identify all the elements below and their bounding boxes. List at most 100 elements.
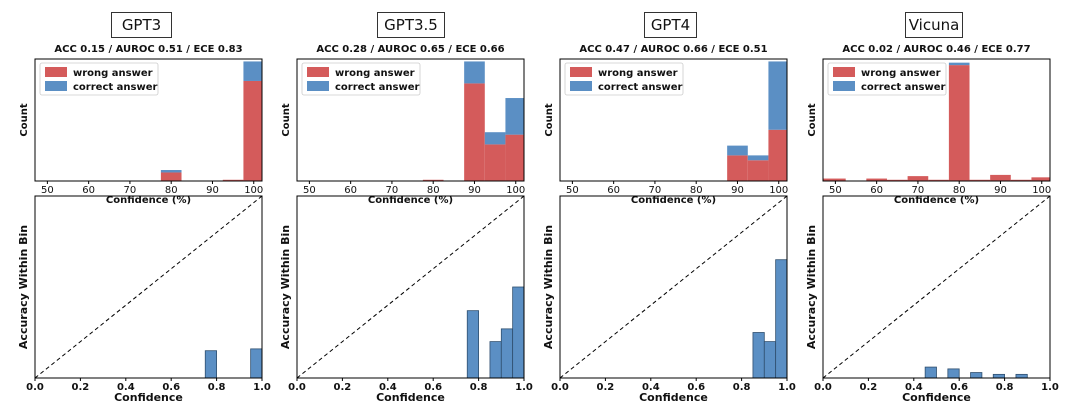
panel-2-legend-label-wrong: wrong answer: [335, 68, 415, 79]
panel-3-rel-bar-2: [775, 259, 788, 379]
panel-1-hist-xtick-label-80: 80: [165, 185, 178, 196]
panel-1-rel-bar-1: [250, 348, 263, 379]
panel-2-hist-ylabel: Count: [281, 103, 292, 136]
panel-3-hist-xtick-label-100: 100: [769, 185, 788, 196]
panel-3-hist-correct-bar-0: [727, 145, 748, 156]
panel-1-rel-xtick-label-2: 0.4: [117, 382, 135, 393]
panel-2-rel-xlabel: Confidence: [376, 391, 445, 404]
panel-1-hist-correct-bar-2: [243, 61, 262, 81]
panel-1-rel-xtick-label-5: 1.0: [253, 382, 271, 393]
panel-2-hist-xtick-label-90: 90: [468, 185, 481, 196]
panel-3-rel-bar-0: [752, 332, 765, 379]
panel-2-rel-xtick-label-5: 1.0: [515, 382, 533, 393]
panel-3-rel-xlabel: Confidence: [639, 391, 708, 404]
panel-1-legend-label-wrong: wrong answer: [73, 68, 153, 79]
panel-2-hist-xtick-label-100: 100: [506, 185, 525, 196]
model-title-gpt3-5: GPT3.5: [377, 12, 445, 38]
panel-3-rel-xtick-label-3: 0.6: [687, 382, 705, 393]
panel-3-hist-xtick-label-80: 80: [690, 185, 703, 196]
panel-2-legend-label-correct: correct answer: [335, 82, 419, 93]
panel-2-legend-swatch-wrong: [307, 67, 329, 77]
panel-2-hist-xtick-label-70: 70: [386, 185, 399, 196]
panel-2-hist-correct-bar-2: [484, 132, 506, 145]
panel-3-hist-wrong-bar-1: [747, 160, 769, 181]
panel-2-hist-xtick-label-60: 60: [344, 185, 357, 196]
panel-4-hist-xtick-label-100: 100: [1032, 185, 1051, 196]
panel-2-hist-correct-bar-1: [464, 61, 485, 84]
panel-4-rel-ylabel: Accuracy Within Bin: [805, 225, 818, 349]
panel-4-hist-xtick-label-60: 60: [870, 185, 883, 196]
panel-4-hist-wrong-bar-5: [948, 65, 970, 181]
panel-2-hist-wrong-bar-3: [505, 134, 524, 181]
panel-1-hist-wrong-bar-2: [243, 80, 262, 181]
panel-1-rel-ylabel: Accuracy Within Bin: [17, 225, 30, 349]
panel-3-rel-frame: [559, 195, 788, 379]
panel-4-hist-xlabel: Confidence (%): [894, 195, 979, 206]
panel-4-legend-box: [827, 62, 947, 96]
panel-2-metrics-title: ACC 0.28 / AUROC 0.65 / ECE 0.66: [316, 44, 504, 55]
panel-3-hist-correct-bar-2: [768, 61, 787, 130]
panel-1-hist-xtick-label-50: 50: [41, 185, 54, 196]
panel-2-rel-bar-1: [489, 341, 502, 379]
panel-4-hist-frame: [822, 58, 1051, 182]
panel-3-hist-frame: [559, 58, 788, 182]
panel-3-hist-ylabel: Count: [544, 103, 555, 136]
panel-1-hist-xtick-label-100: 100: [244, 185, 263, 196]
panel-1-hist-correct-bar-0: [160, 170, 182, 173]
panel-2-rel-frame: [296, 195, 525, 379]
panel-3-legend-box: [564, 62, 684, 96]
panel-2-rel-bar-2: [500, 328, 514, 379]
panel-4-rel-frame: [822, 195, 1051, 379]
panel-2-rel-xtick-label-2: 0.4: [379, 382, 397, 393]
panel-3-rel-xtick-label-1: 0.2: [597, 382, 615, 393]
panel-2-rel-xtick-label-1: 0.2: [334, 382, 352, 393]
panel-4-hist-wrong-bar-6: [969, 179, 991, 181]
panel-2-legend-swatch-correct: [307, 81, 329, 91]
panel-2-rel-xtick-label-4: 0.8: [470, 382, 488, 393]
panel-4-legend-swatch-correct: [833, 81, 855, 91]
panel-2-legend-box: [301, 62, 421, 96]
panel-4-hist-wrong-bar-8: [1010, 179, 1032, 181]
panel-4-hist-xtick-label-70: 70: [912, 185, 925, 196]
panel-1-rel-xlabel: Confidence: [114, 391, 183, 404]
panel-1-rel-xtick-label-0: 0.0: [26, 382, 44, 393]
panel-1-legend-swatch-correct: [45, 81, 67, 91]
panel-4-hist-correct-bar-5: [948, 62, 970, 66]
panel-4-legend-label-correct: correct answer: [861, 82, 945, 93]
panel-3-hist-wrong-bar-2: [768, 129, 787, 181]
panel-4-rel-xtick-label-3: 0.6: [950, 382, 968, 393]
panel-4-rel-xtick-label-1: 0.2: [860, 382, 878, 393]
panel-1-legend-box: [39, 62, 159, 96]
panel-1-rel-frame: [34, 195, 263, 379]
panel-3-legend-label-correct: correct answer: [598, 82, 682, 93]
panel-4-hist-ylabel: Count: [807, 103, 818, 136]
panel-3-hist-xlabel: Confidence (%): [631, 195, 716, 206]
panel-1-rel-xtick-label-3: 0.6: [162, 382, 180, 393]
panel-4-rel-xtick-label-2: 0.4: [905, 382, 923, 393]
panel-2-hist-xtick-label-80: 80: [427, 185, 440, 196]
panel-2-hist-wrong-bar-1: [464, 83, 485, 181]
model-title-vicuna: Vicuna: [905, 12, 963, 38]
panel-1-metrics-title: ACC 0.15 / AUROC 0.51 / ECE 0.83: [54, 44, 242, 55]
panel-3-hist-wrong-bar-0: [727, 155, 748, 181]
panel-4-hist-wrong-bar-4: [928, 179, 949, 181]
panel-4-rel-diagonal: [822, 195, 1051, 379]
panel-1-hist-ylabel: Count: [19, 103, 30, 136]
panel-3-hist-correct-bar-1: [747, 155, 769, 161]
panel-2-rel-bar-0: [466, 310, 480, 379]
panel-4-hist-wrong-bar-0: [823, 178, 846, 181]
panel-4-hist-xtick-label-80: 80: [953, 185, 966, 196]
panel-3-rel-xtick-label-5: 1.0: [778, 382, 796, 393]
panel-4-legend-label-wrong: wrong answer: [861, 68, 941, 79]
panel-3-rel-xtick-label-0: 0.0: [551, 382, 569, 393]
panel-3-rel-xtick-label-4: 0.8: [733, 382, 751, 393]
panel-3-hist-xtick-label-50: 50: [566, 185, 579, 196]
panel-4-hist-wrong-bar-7: [990, 174, 1011, 181]
panel-4-rel-xtick-label-0: 0.0: [814, 382, 832, 393]
panel-3-rel-xtick-label-2: 0.4: [642, 382, 660, 393]
panel-4-hist-wrong-bar-2: [886, 179, 908, 181]
panel-1-rel-xtick-label-1: 0.2: [72, 382, 90, 393]
panel-4-rel-bar-1: [947, 368, 960, 379]
panel-2-hist-xtick-label-50: 50: [303, 185, 316, 196]
